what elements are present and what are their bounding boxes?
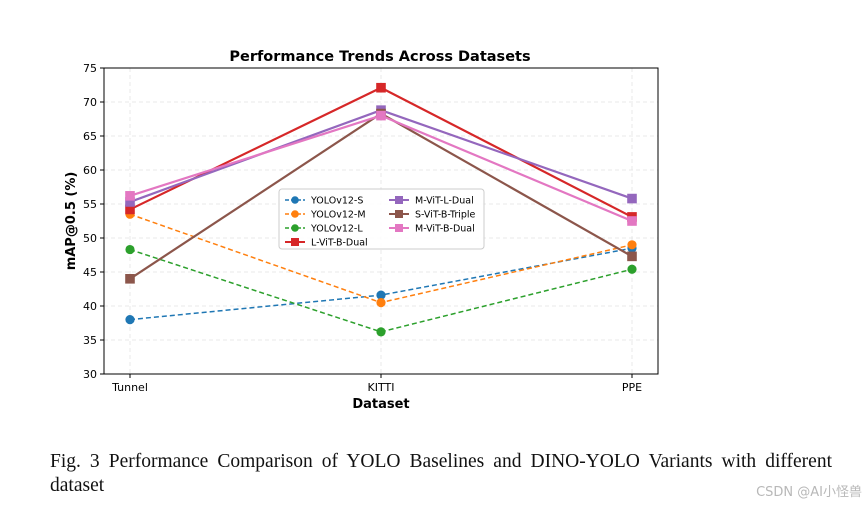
legend-label: L-ViT-B-Dual xyxy=(311,238,368,249)
y-tick-label: 55 xyxy=(83,198,97,211)
y-tick-label: 60 xyxy=(83,164,97,177)
y-tick-label: 50 xyxy=(83,232,97,245)
y-tick-label: 65 xyxy=(83,130,97,143)
data-point xyxy=(627,251,637,262)
line-chart: Performance Trends Across Datasets 30 35 4… xyxy=(64,49,659,412)
chart-title: Performance Trends Across Datasets xyxy=(229,49,530,65)
axes: 30 35 40 45 50 55 60 65 70 75 Tunnel KITTI PPE xyxy=(83,62,642,394)
legend-entry: S-ViT-B-Triple xyxy=(389,210,476,221)
legend-label: M-ViT-B-Dual xyxy=(415,224,475,235)
x-tick-label: PPE xyxy=(622,381,642,394)
legend-label: YOLOv12-M xyxy=(310,210,366,221)
legend: YOLOv12-S YOLOv12-M YOLOv12-L L-ViT-B-Dual M… xyxy=(278,188,485,250)
legend-marker xyxy=(291,224,299,232)
legend-entry: YOLOv12-S xyxy=(285,196,363,207)
legend-label: M-ViT-L-Dual xyxy=(415,196,474,207)
y-tick-label: 30 xyxy=(83,368,97,381)
data-point xyxy=(125,204,135,215)
legend-label: YOLOv12-S xyxy=(310,196,363,207)
legend-marker xyxy=(395,210,403,218)
data-point xyxy=(125,191,135,201)
x-tick-label: Tunnel xyxy=(111,381,148,394)
series-layer xyxy=(125,82,637,337)
data-point xyxy=(125,274,135,284)
legend-marker xyxy=(291,196,299,204)
data-point xyxy=(627,240,637,250)
data-point xyxy=(376,298,386,308)
legend-label: S-ViT-B-Triple xyxy=(415,210,476,221)
series-yolov12-l xyxy=(125,244,637,337)
data-point xyxy=(627,216,637,226)
data-point xyxy=(627,264,637,274)
data-point xyxy=(376,110,386,121)
series-m-vit-b-dual xyxy=(125,110,637,226)
data-point xyxy=(376,82,386,93)
legend-entry: M-ViT-L-Dual xyxy=(389,196,474,207)
x-tick-label: KITTI xyxy=(368,381,395,394)
legend-label: YOLOv12-L xyxy=(310,224,363,235)
legend-entry: M-ViT-B-Dual xyxy=(389,224,475,235)
legend-entry: YOLOv12-L xyxy=(285,224,363,235)
y-tick-label: 35 xyxy=(83,334,97,347)
legend-marker xyxy=(291,210,299,218)
y-tick-label: 40 xyxy=(83,300,97,313)
legend-entry: L-ViT-B-Dual xyxy=(285,238,368,249)
data-point xyxy=(376,327,386,337)
y-tick-label: 70 xyxy=(83,96,97,109)
x-axis-label: Dataset xyxy=(352,397,409,412)
legend-marker xyxy=(291,238,299,246)
legend-marker xyxy=(395,224,403,232)
legend-marker xyxy=(395,196,403,204)
y-tick-label: 45 xyxy=(83,266,97,279)
data-point xyxy=(627,193,637,204)
figure-caption: Fig. 3 Performance Comparison of YOLO Ba… xyxy=(50,451,832,496)
legend-entry: YOLOv12-M xyxy=(285,210,366,221)
data-point xyxy=(125,197,135,207)
legend-box xyxy=(278,188,485,250)
data-point xyxy=(376,290,386,300)
y-tick-label: 75 xyxy=(83,62,97,75)
watermark: CSDN @AI小怪兽 xyxy=(756,485,862,500)
data-point xyxy=(125,244,135,255)
data-point xyxy=(125,315,135,325)
y-axis-label: mAP@0.5 (%) xyxy=(64,172,79,271)
